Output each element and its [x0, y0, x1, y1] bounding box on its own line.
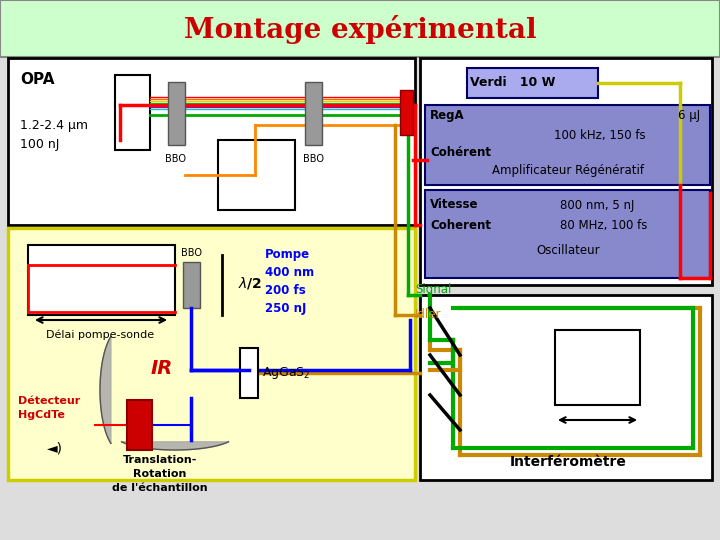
- Text: 6 µJ: 6 µJ: [678, 109, 700, 122]
- Text: OPA: OPA: [20, 72, 55, 87]
- Text: BBO: BBO: [164, 154, 186, 164]
- Text: Montage expérimental: Montage expérimental: [184, 16, 536, 44]
- Text: Signal: Signal: [415, 284, 451, 296]
- Text: Coherent: Coherent: [430, 219, 491, 232]
- FancyBboxPatch shape: [127, 400, 152, 450]
- Text: Vitesse: Vitesse: [430, 199, 479, 212]
- FancyBboxPatch shape: [0, 0, 720, 540]
- Text: Verdi   10 W: Verdi 10 W: [470, 77, 555, 90]
- Text: Translation-
Rotation
de l'échantillon: Translation- Rotation de l'échantillon: [112, 455, 208, 493]
- Text: RegA: RegA: [430, 109, 464, 122]
- FancyBboxPatch shape: [8, 58, 415, 225]
- FancyBboxPatch shape: [420, 58, 712, 285]
- Text: IR: IR: [151, 359, 173, 377]
- Text: Oscillateur: Oscillateur: [536, 244, 600, 256]
- FancyBboxPatch shape: [420, 295, 712, 480]
- Polygon shape: [100, 336, 111, 443]
- Text: $\lambda$/2: $\lambda$/2: [238, 275, 262, 291]
- Text: Amplificateur Régénératif: Amplificateur Régénératif: [492, 164, 644, 177]
- FancyBboxPatch shape: [168, 82, 185, 145]
- Text: Interféromètre: Interféromètre: [510, 455, 626, 469]
- Text: 800 nm, 5 nJ: 800 nm, 5 nJ: [560, 199, 634, 212]
- Text: BBO: BBO: [302, 154, 323, 164]
- FancyBboxPatch shape: [183, 262, 200, 308]
- FancyBboxPatch shape: [425, 190, 710, 278]
- FancyBboxPatch shape: [305, 82, 322, 145]
- Text: Détecteur
HgCdTe: Détecteur HgCdTe: [18, 396, 80, 420]
- FancyBboxPatch shape: [0, 0, 720, 57]
- FancyBboxPatch shape: [425, 105, 710, 185]
- FancyBboxPatch shape: [400, 90, 413, 135]
- Text: Pompe
400 nm
200 fs
250 nJ: Pompe 400 nm 200 fs 250 nJ: [265, 248, 314, 315]
- Text: Délai pompe-sonde: Délai pompe-sonde: [46, 330, 154, 341]
- FancyBboxPatch shape: [218, 140, 295, 210]
- FancyBboxPatch shape: [555, 330, 640, 405]
- FancyBboxPatch shape: [240, 348, 258, 398]
- Text: ◄): ◄): [47, 441, 63, 455]
- Text: Idler: Idler: [415, 308, 441, 321]
- Text: Cohérent: Cohérent: [430, 145, 491, 159]
- Text: BBO: BBO: [181, 248, 202, 258]
- Text: 80 MHz, 100 fs: 80 MHz, 100 fs: [560, 219, 647, 232]
- FancyBboxPatch shape: [28, 245, 175, 315]
- FancyBboxPatch shape: [115, 75, 150, 150]
- Text: 100 kHz, 150 fs: 100 kHz, 150 fs: [554, 129, 646, 141]
- FancyBboxPatch shape: [467, 68, 598, 98]
- Text: AgGaS$_2$: AgGaS$_2$: [262, 365, 310, 381]
- FancyBboxPatch shape: [8, 228, 415, 480]
- Polygon shape: [122, 442, 228, 450]
- Text: 1.2-2.4 µm
100 nJ: 1.2-2.4 µm 100 nJ: [20, 119, 88, 151]
